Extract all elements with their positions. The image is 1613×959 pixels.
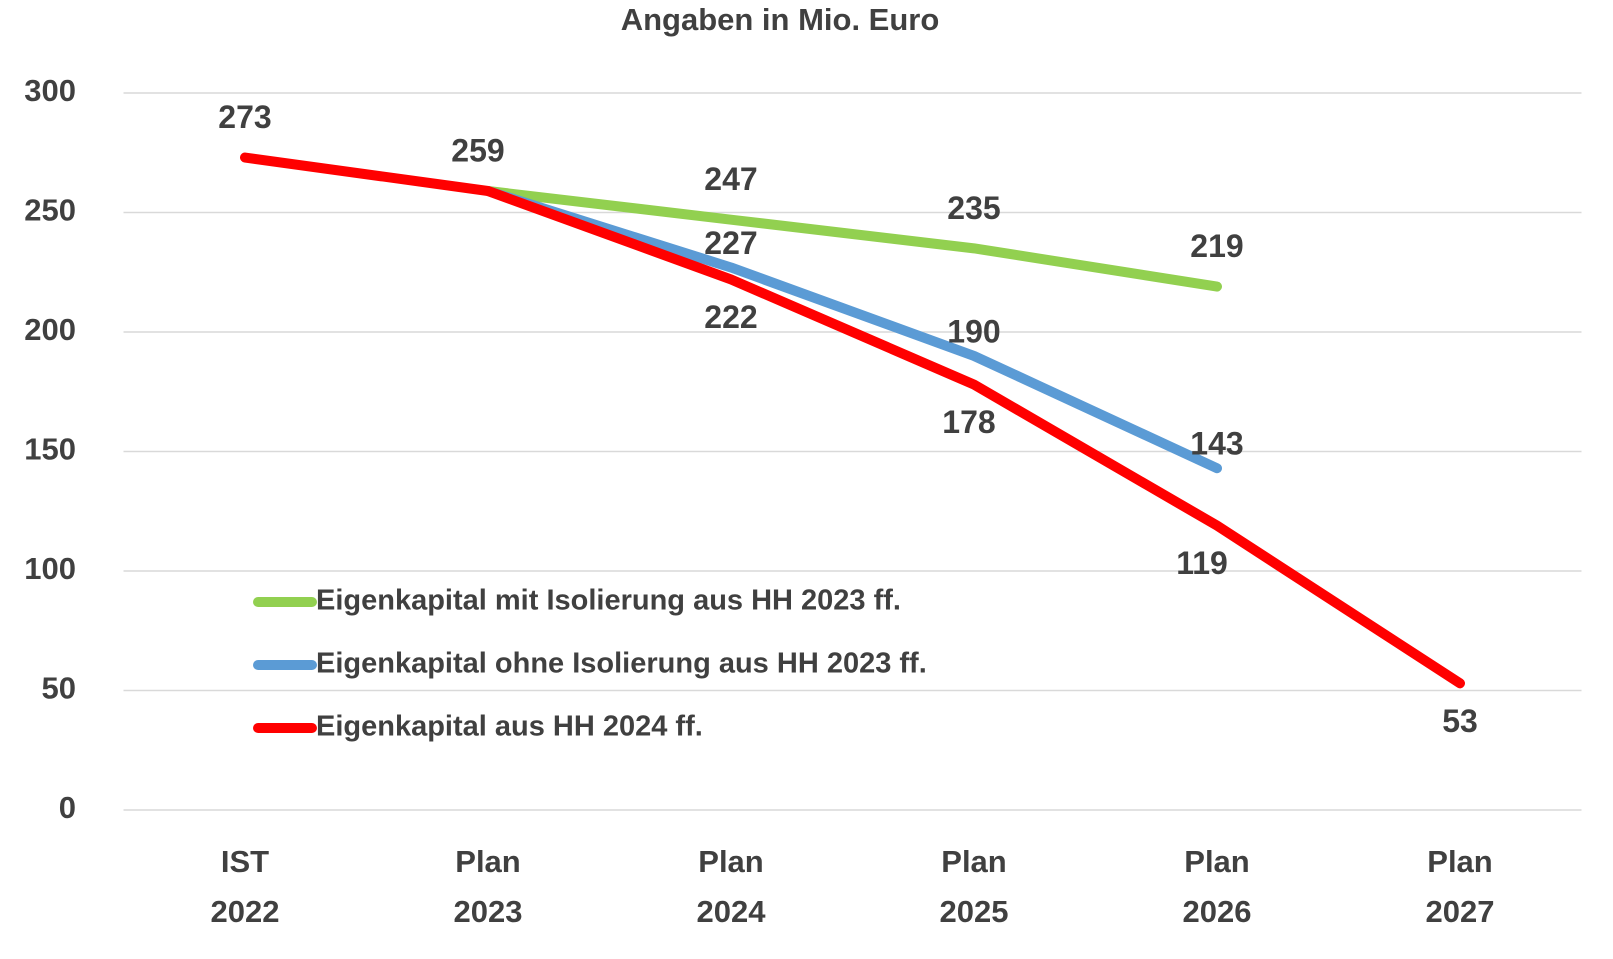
x-tick-label: 2024 (697, 894, 767, 929)
x-tick-label: 2026 (1183, 894, 1252, 929)
x-tick-label: 2022 (211, 894, 280, 929)
series-line (483, 185, 1222, 474)
data-label: 259 (451, 132, 504, 168)
chart-title: Angaben in Mio. Euro (621, 2, 940, 37)
data-label: 143 (1190, 426, 1243, 462)
data-label: 247 (704, 161, 757, 197)
y-tick-label: 150 (24, 432, 76, 467)
data-label: 119 (1176, 545, 1228, 581)
data-label: 222 (704, 299, 757, 335)
data-label: 227 (704, 225, 757, 261)
legend-label: Eigenkapital ohne Isolierung aus HH 2023… (316, 648, 927, 680)
data-label: 219 (1190, 228, 1243, 264)
x-tick-label: Plan (455, 844, 520, 879)
series-line (483, 185, 1222, 292)
legend-label: Eigenkapital aus HH 2024 ff. (316, 711, 703, 743)
y-tick-label: 100 (24, 551, 76, 586)
data-label: 190 (947, 313, 1000, 349)
data-label: 273 (218, 99, 271, 135)
data-label: 235 (947, 190, 1000, 226)
y-tick-label: 50 (42, 671, 76, 706)
x-tick-label: Plan (1427, 844, 1492, 879)
legend-label: Eigenkapital mit Isolierung aus HH 2023 … (316, 585, 901, 617)
data-label: 178 (942, 404, 995, 440)
x-tick-label: Plan (941, 844, 1006, 879)
x-tick-label: IST (221, 844, 269, 879)
series-line (240, 152, 1465, 689)
y-tick-label: 0 (59, 790, 76, 825)
y-tick-label: 200 (24, 312, 76, 347)
data-label: 53 (1442, 703, 1478, 739)
x-tick-label: Plan (1184, 844, 1249, 879)
x-tick-label: 2023 (454, 894, 523, 929)
x-tick-label: Plan (698, 844, 763, 879)
x-tick-label: 2025 (940, 894, 1009, 929)
y-tick-label: 250 (24, 193, 76, 228)
x-tick-label: 2027 (1426, 894, 1495, 929)
y-tick-label: 300 (24, 73, 76, 108)
